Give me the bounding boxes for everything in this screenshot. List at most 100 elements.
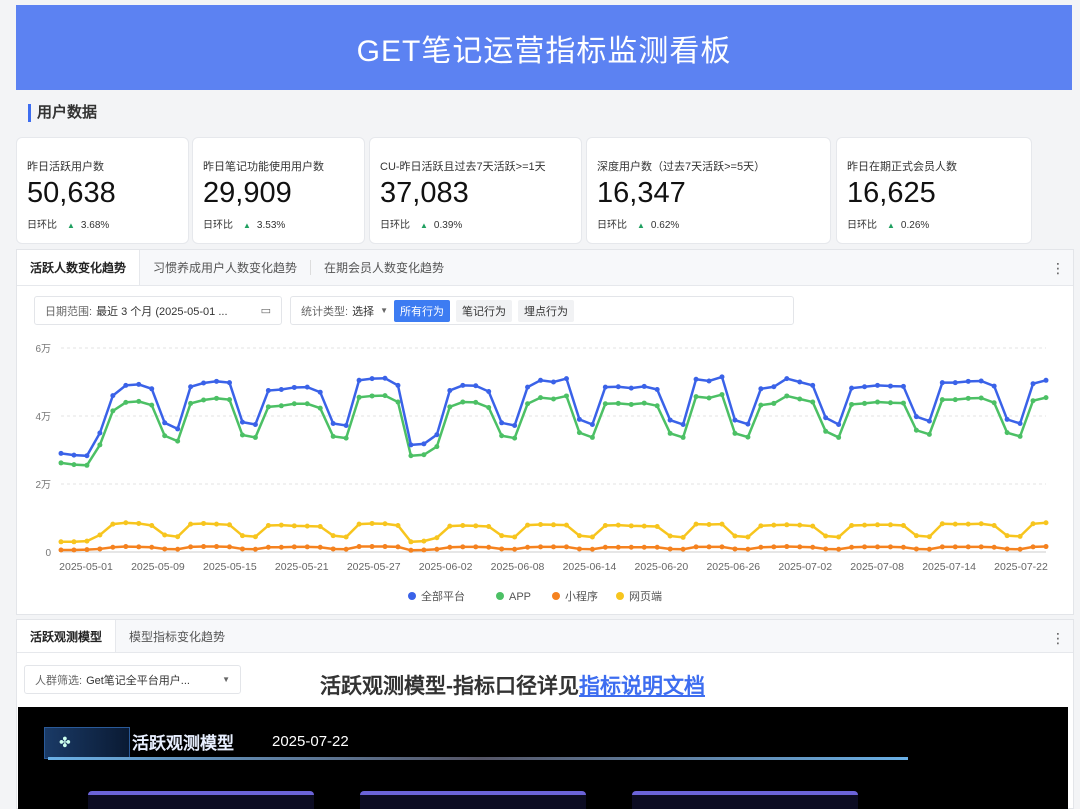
- data-point: [84, 538, 90, 544]
- data-point: [395, 399, 401, 405]
- data-point: [317, 524, 323, 529]
- kpi-change-label: 日环比: [27, 220, 57, 231]
- data-point: [317, 544, 323, 550]
- data-point: [887, 400, 893, 406]
- data-point: [330, 546, 336, 552]
- data-point: [745, 546, 751, 552]
- data-point: [201, 380, 207, 386]
- data-point: [278, 544, 284, 550]
- data-point: [823, 546, 829, 552]
- data-point: [239, 419, 245, 425]
- data-point: [952, 544, 958, 550]
- tab-model-trend[interactable]: 模型指标变化趋势: [129, 629, 226, 644]
- data-point: [330, 420, 336, 426]
- data-point: [408, 442, 414, 448]
- data-point: [576, 416, 582, 422]
- model-heading: 活跃观测模型-指标口径详见指标说明文档: [320, 670, 705, 700]
- data-point: [1004, 546, 1010, 552]
- data-point: [563, 522, 569, 528]
- data-point: [641, 383, 647, 389]
- data-point: [654, 524, 660, 529]
- data-point: [447, 404, 453, 410]
- data-point: [408, 453, 414, 459]
- x-tick-label: 2025-06-08: [491, 561, 545, 573]
- divider: [48, 757, 908, 760]
- section-title: 用户数据: [28, 104, 97, 122]
- date-range-picker[interactable]: 日期范围: 最近 3 个月 (2025-05-01 ... ▭: [34, 296, 282, 325]
- data-point: [343, 435, 349, 441]
- data-point: [978, 521, 984, 527]
- data-point: [589, 422, 595, 427]
- data-point: [939, 544, 945, 550]
- option-note-behavior[interactable]: 笔记行为: [455, 299, 512, 322]
- kpi-label: 昨日在期正式会员人数: [847, 161, 957, 173]
- data-point: [538, 544, 544, 550]
- tab-habit-users-trend[interactable]: 习惯养成用户人数变化趋势: [153, 261, 298, 275]
- x-tick-label: 2025-07-02: [778, 561, 832, 573]
- caret-down-icon[interactable]: ▼: [380, 306, 388, 315]
- more-options-icon[interactable]: ⋮: [1051, 260, 1065, 276]
- data-point: [1017, 546, 1023, 552]
- data-point: [628, 385, 634, 391]
- x-tick-label: 2025-07-08: [850, 561, 904, 573]
- data-point: [732, 430, 738, 436]
- data-point: [862, 544, 868, 550]
- y-tick-label: 2万: [35, 480, 51, 491]
- data-point: [862, 522, 868, 528]
- crowd-filter-select[interactable]: 人群筛选: Get笔记全平台用户... ▼: [24, 665, 241, 694]
- data-point: [473, 383, 479, 389]
- data-point: [304, 544, 310, 550]
- data-point: [602, 384, 608, 390]
- data-point: [304, 384, 310, 390]
- data-point: [71, 547, 77, 553]
- data-point: [602, 522, 608, 528]
- data-point: [71, 452, 77, 458]
- tab-members-trend[interactable]: 在期会员人数变化趋势: [310, 260, 457, 275]
- option-tracking-behavior[interactable]: 埋点行为: [517, 299, 574, 322]
- data-point: [849, 544, 855, 550]
- kpi-value: 50,638: [27, 177, 116, 209]
- data-point: [395, 544, 401, 550]
- data-point: [706, 544, 712, 550]
- data-point: [900, 522, 906, 528]
- data-point: [887, 522, 893, 528]
- data-point: [188, 544, 194, 550]
- legend-marker: [408, 592, 416, 600]
- tab-active-users-trend[interactable]: 活跃人数变化趋势: [17, 250, 141, 285]
- data-point: [499, 533, 505, 539]
- data-point: [421, 547, 427, 553]
- model-heading-text: 活跃观测模型-指标口径详见: [320, 675, 579, 698]
- data-point: [499, 420, 505, 426]
- legend-marker: [616, 592, 624, 600]
- more-options-icon[interactable]: ⋮: [1051, 630, 1065, 646]
- data-point: [188, 400, 194, 406]
- stat-type-select[interactable]: 选择: [352, 305, 375, 318]
- data-point: [667, 533, 673, 539]
- data-point: [201, 544, 207, 550]
- data-point: [758, 402, 764, 408]
- active-users-line-chart: 0 2万 4万 6万 2025-05-01 2025-05-09 2025-05-15 202…: [35, 344, 1049, 603]
- stat-type-label: 统计类型:: [301, 305, 349, 318]
- data-point: [1017, 433, 1023, 439]
- data-point: [447, 523, 453, 529]
- data-point: [991, 522, 997, 528]
- data-point: [226, 522, 232, 528]
- data-point: [291, 523, 297, 529]
- x-tick-label: 2025-05-15: [203, 561, 257, 573]
- option-all-behavior[interactable]: 所有行为: [393, 299, 450, 322]
- doc-link[interactable]: 指标说明文档: [579, 675, 705, 698]
- tab-active-model[interactable]: 活跃观测模型: [17, 620, 117, 652]
- kpi-change-label: 日环比: [380, 220, 410, 231]
- data-point: [978, 544, 984, 550]
- data-point: [188, 384, 194, 390]
- data-point: [706, 521, 712, 527]
- data-point: [589, 546, 595, 552]
- kpi-card: 昨日笔记功能使用用户数 29,909 日环比 ▲ 3.53%: [192, 137, 365, 244]
- data-point: [900, 400, 906, 406]
- data-point: [965, 544, 971, 550]
- y-tick-label: 4万: [35, 412, 51, 423]
- data-point: [641, 400, 647, 406]
- data-point: [1030, 381, 1036, 387]
- y-tick-label: 6万: [35, 344, 51, 355]
- data-point: [952, 521, 958, 527]
